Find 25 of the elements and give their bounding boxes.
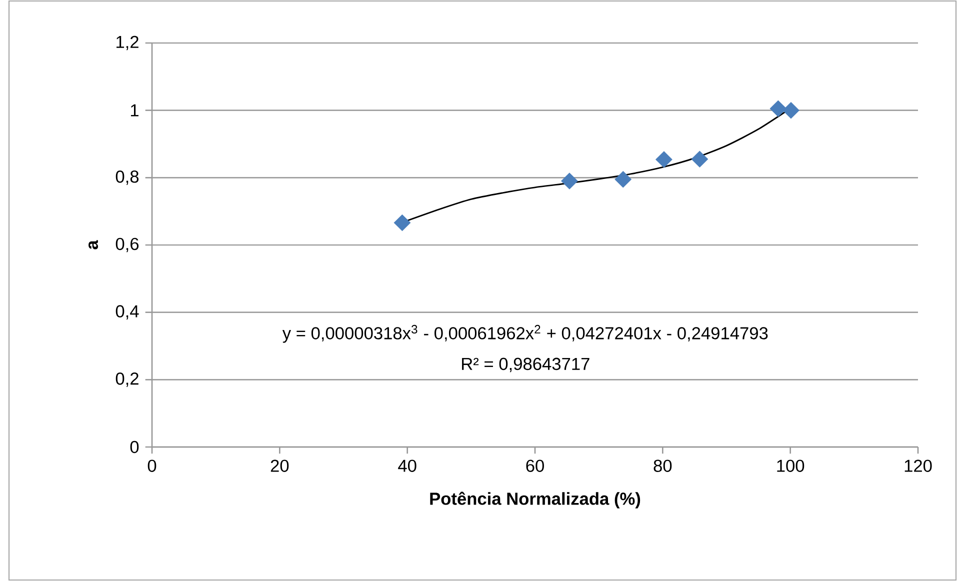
x-tick-label: 0 [148,460,156,472]
y-tick-label: 0 [130,440,139,454]
y-tick-label: 0,6 [116,238,139,252]
x-tick-label: 80 [654,460,672,472]
y-tick-label: 1 [130,104,138,116]
point [394,214,411,232]
x-tick-label: 100 [777,460,804,472]
x-tick-label: 20 [270,460,289,472]
y-tick-label: 0,2 [116,372,138,387]
y-tick-label: 0,8 [116,170,139,185]
x-tick-label: 40 [398,460,416,472]
point [770,100,787,117]
point [561,172,578,190]
point [691,150,708,168]
annotation: y = 0,00000318x$^{3}$ - 0,00061962x$^{2}$ + 0,04272401x - 0,24914793 [282,324,768,343]
y-tick-label: 0,4 [116,305,139,320]
x-tick-label: 60 [526,460,544,472]
x-axis-title: Potência Normalizada (%) [430,492,640,508]
point [614,171,632,188]
y-axis-title: a [88,240,98,250]
point [656,151,672,168]
x-tick-label: 120 [904,460,932,472]
annotation: R² = 0,98643717 [462,358,590,372]
y-tick-label: 1,2 [116,36,138,50]
point [782,102,800,119]
